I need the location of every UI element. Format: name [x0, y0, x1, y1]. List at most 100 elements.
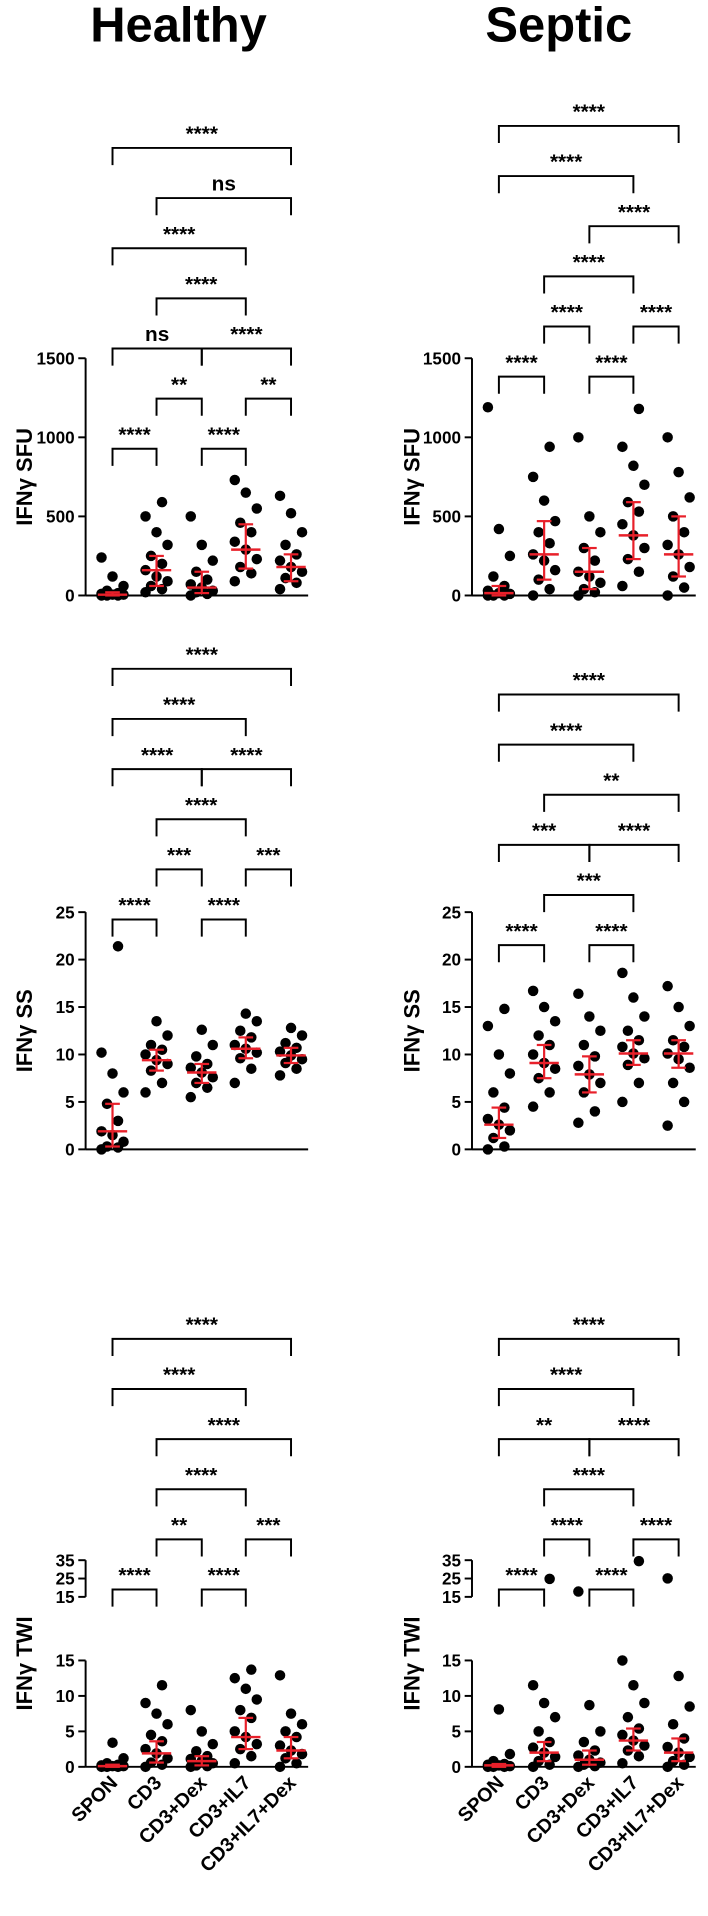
data-point — [229, 474, 241, 486]
data-point — [573, 1586, 584, 1597]
data-point — [156, 1680, 168, 1691]
y-tick-label: 35 — [442, 1551, 462, 1570]
data-point — [482, 402, 494, 413]
data-point — [107, 571, 118, 582]
data-point — [140, 1743, 151, 1755]
data-point — [504, 1068, 516, 1079]
significance-bracket — [588, 1588, 635, 1607]
significance-bracket — [543, 1538, 591, 1557]
data-point — [140, 1049, 151, 1060]
significance-bracket — [155, 197, 293, 216]
data-point — [633, 403, 645, 415]
significance-bracket — [497, 693, 680, 712]
data-point — [527, 1101, 539, 1112]
data-point — [493, 523, 505, 535]
significance-label: **** — [118, 894, 151, 917]
significance-label: *** — [256, 844, 281, 867]
data-point — [162, 575, 173, 587]
data-point — [274, 583, 286, 595]
significance-bracket — [200, 768, 293, 787]
data-point — [628, 460, 639, 472]
data-point — [162, 1719, 173, 1730]
data-point — [533, 526, 544, 538]
significance-label: **** — [550, 1364, 583, 1387]
significance-label: **** — [163, 694, 196, 717]
significance-bracket — [497, 175, 635, 194]
data-point — [229, 1077, 241, 1089]
data-point — [145, 1729, 157, 1741]
data-point — [185, 511, 197, 522]
significance-bracket — [155, 1438, 293, 1457]
significance-label: ** — [603, 769, 620, 792]
data-point — [229, 1726, 241, 1737]
significance-label: **** — [208, 1414, 241, 1437]
significance-bracket — [155, 868, 203, 887]
data-point — [544, 1573, 555, 1585]
significance-bracket — [497, 944, 546, 963]
data-point — [589, 555, 601, 566]
data-point — [235, 1704, 246, 1716]
data-point — [493, 1704, 505, 1715]
significance-bracket — [155, 1538, 203, 1557]
significance-label: **** — [618, 820, 651, 843]
significance-label: **** — [573, 1464, 606, 1487]
data-point — [617, 519, 628, 530]
data-point — [140, 1087, 151, 1098]
data-point — [229, 536, 241, 547]
significance-bracket — [588, 1438, 680, 1457]
significance-label: **** — [595, 920, 628, 943]
data-point — [633, 566, 645, 578]
data-point — [280, 539, 291, 551]
y-tick-label: 20 — [442, 951, 461, 970]
data-point — [251, 553, 263, 565]
data-point — [96, 1047, 107, 1058]
data-point — [140, 511, 151, 522]
data-point — [156, 1077, 168, 1089]
y-tick-label: 1000 — [37, 428, 75, 447]
data-point — [196, 1024, 208, 1036]
data-point — [504, 550, 516, 562]
significance-bracket — [632, 1538, 680, 1557]
data-point — [291, 1758, 302, 1769]
significance-label: **** — [618, 1414, 651, 1437]
x-tick-label: SPON — [67, 1772, 122, 1827]
significance-bracket — [200, 1588, 247, 1607]
data-point — [549, 1751, 561, 1763]
y-axis-label: IFNγ TWI — [399, 1616, 424, 1710]
data-point — [291, 1063, 302, 1074]
data-point — [240, 1683, 252, 1695]
significance-bracket — [497, 1388, 635, 1407]
data-point — [527, 985, 539, 997]
significance-label: **** — [505, 1564, 538, 1587]
data-point — [549, 564, 561, 576]
significance-label: ** — [171, 373, 188, 396]
data-point — [191, 1745, 202, 1757]
significance-label: **** — [208, 1564, 241, 1587]
data-point — [251, 1738, 263, 1750]
significance-bracket — [155, 297, 247, 316]
data-point — [207, 1738, 219, 1750]
data-point — [285, 507, 297, 519]
significance-bracket — [244, 397, 293, 416]
data-point — [544, 538, 555, 549]
data-point — [246, 1063, 257, 1074]
y-axis-label: IFNγ SFU — [12, 428, 37, 526]
data-point — [667, 1719, 679, 1730]
significance-label: **** — [230, 323, 263, 346]
significance-label: *** — [167, 844, 192, 867]
significance-bracket — [155, 397, 203, 416]
significance-bracket — [497, 1337, 680, 1356]
data-point — [673, 1670, 684, 1682]
data-point — [107, 1068, 118, 1079]
data-point — [251, 503, 263, 514]
data-point — [274, 490, 286, 502]
significance-bracket — [111, 447, 158, 466]
data-point — [639, 1053, 650, 1064]
data-point — [504, 1125, 516, 1136]
data-point — [533, 1030, 544, 1041]
column-title: Healthy — [90, 0, 267, 53]
data-point — [285, 1022, 297, 1034]
significance-bracket — [543, 1488, 635, 1507]
data-point — [499, 1141, 510, 1152]
significance-label: **** — [230, 744, 263, 767]
